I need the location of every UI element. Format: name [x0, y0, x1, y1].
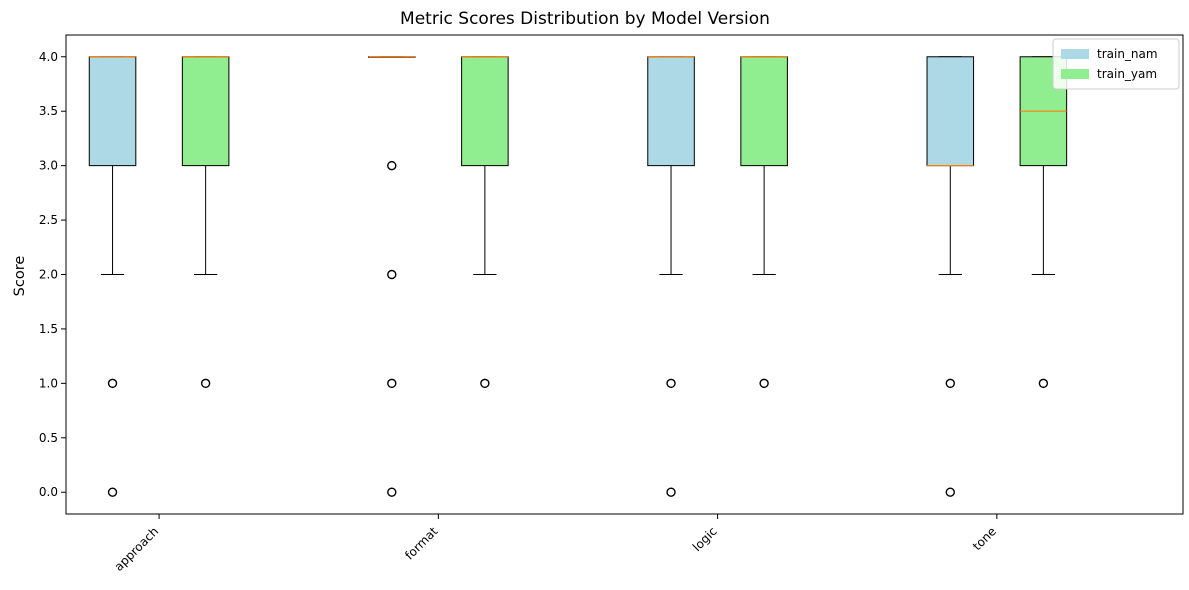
legend-swatch-train_yam	[1061, 69, 1089, 79]
outlier-point	[387, 378, 397, 389]
outlier-point	[1038, 378, 1049, 389]
outlier-point	[480, 378, 490, 389]
y-tick-label: 1.0	[39, 376, 58, 390]
outlier-point	[387, 487, 397, 497]
outlier-point	[387, 160, 397, 171]
x-tick-label-tone: tone	[970, 524, 999, 553]
box-body	[181, 56, 230, 167]
x-tick-label-approach: approach	[112, 524, 162, 574]
y-tick-label: 2.5	[39, 213, 58, 227]
legend-label-train_yam: train_yam	[1097, 67, 1157, 81]
box-body	[88, 56, 137, 167]
box-body	[740, 56, 788, 167]
x-tick-label-logic: logic	[690, 524, 720, 554]
outlier-point	[666, 378, 676, 389]
outlier-point	[945, 378, 955, 389]
box-train_nam-tone	[926, 56, 975, 497]
box-body	[926, 56, 975, 167]
box-train_yam-tone	[1019, 56, 1068, 389]
box-body	[647, 56, 695, 167]
outlier-point	[107, 378, 118, 389]
box-body	[461, 56, 509, 167]
box-train_nam-logic	[647, 56, 695, 497]
legend-swatch-train_nam	[1061, 49, 1089, 59]
y-tick-label: 3.5	[39, 104, 58, 118]
legend-label-train_nam: train_nam	[1097, 47, 1158, 61]
outlier-point	[387, 269, 397, 280]
y-tick-label: 2.0	[39, 268, 58, 282]
box-train_nam-format	[368, 56, 416, 497]
y-tick-label: 4.0	[39, 50, 58, 64]
y-axis-label: Score	[12, 256, 28, 297]
outlier-point	[945, 487, 955, 497]
plot-area: 0.0 0.5 1.0 1.5 2.0 2.5 3.0 3.5 4.0 approach forma…	[39, 34, 1184, 574]
outlier-point	[200, 378, 211, 389]
box-train_nam-approach	[88, 56, 137, 497]
y-tick-label: 1.5	[39, 322, 58, 336]
x-tick-label-format: format	[402, 524, 440, 562]
y-tick-label: 0.0	[39, 485, 58, 499]
outlier-point	[666, 487, 676, 497]
outlier-point	[107, 487, 118, 497]
box-train_yam-format	[461, 56, 509, 389]
legend: train_nam train_yam	[1052, 38, 1180, 90]
y-tick-label: 3.0	[39, 159, 58, 173]
plot-frame	[65, 34, 1184, 515]
box-train_yam-logic	[740, 56, 788, 389]
outlier-point	[759, 378, 769, 389]
chart-title: Metric Scores Distribution by Model Vers…	[400, 9, 770, 29]
y-tick-label: 0.5	[39, 431, 58, 445]
box-train_yam-approach	[181, 56, 230, 389]
